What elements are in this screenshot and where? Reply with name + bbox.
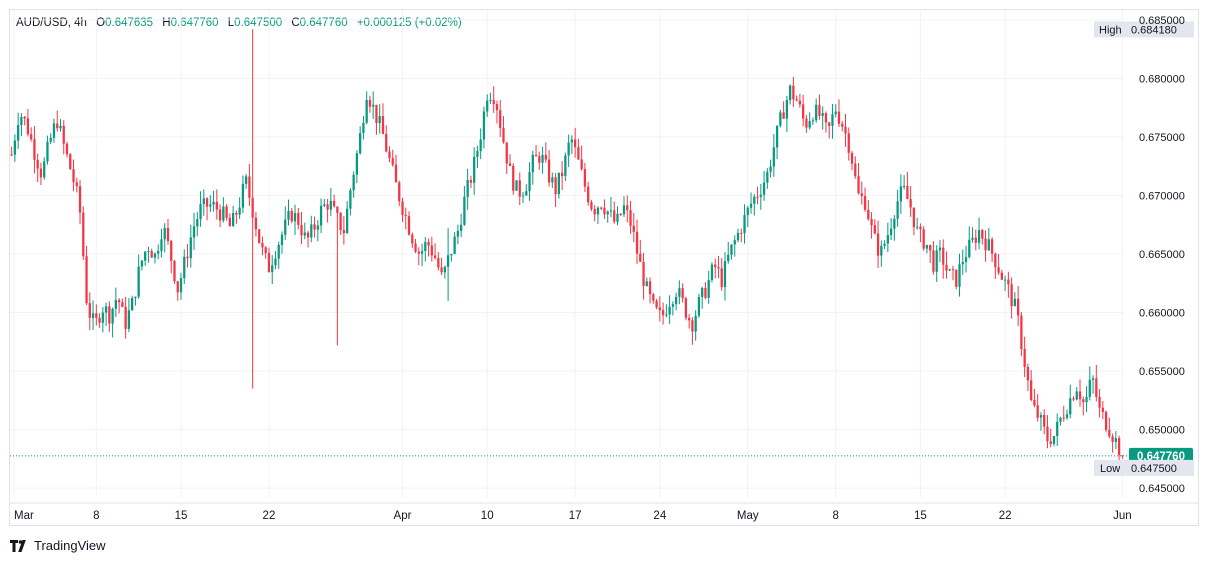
symbol-name[interactable]: AUD/USD — [16, 17, 68, 29]
change-value: +0.000125 (+0.02%) — [356, 17, 462, 29]
open-label: O — [96, 17, 106, 29]
high-label: H — [162, 17, 171, 29]
brand-name: TradingView — [34, 538, 106, 553]
low-value: 0.647500 — [234, 17, 283, 29]
open-value: 0.647635 — [105, 17, 154, 29]
interval[interactable]: 4h — [74, 17, 87, 29]
tradingview-brand[interactable]: TradingView — [10, 538, 106, 553]
high-value: 0.647760 — [170, 17, 219, 29]
close-value: 0.647760 — [299, 17, 348, 29]
low-label: L — [227, 17, 235, 29]
interval-separator: , — [67, 17, 75, 29]
ohlc-legend: AUD/USD, 4h O0.647635 H0.647760 L0.64750… — [16, 17, 462, 29]
chart-frame — [9, 9, 1199, 526]
close-label: C — [291, 17, 300, 29]
tradingview-logo-icon — [10, 539, 26, 552]
